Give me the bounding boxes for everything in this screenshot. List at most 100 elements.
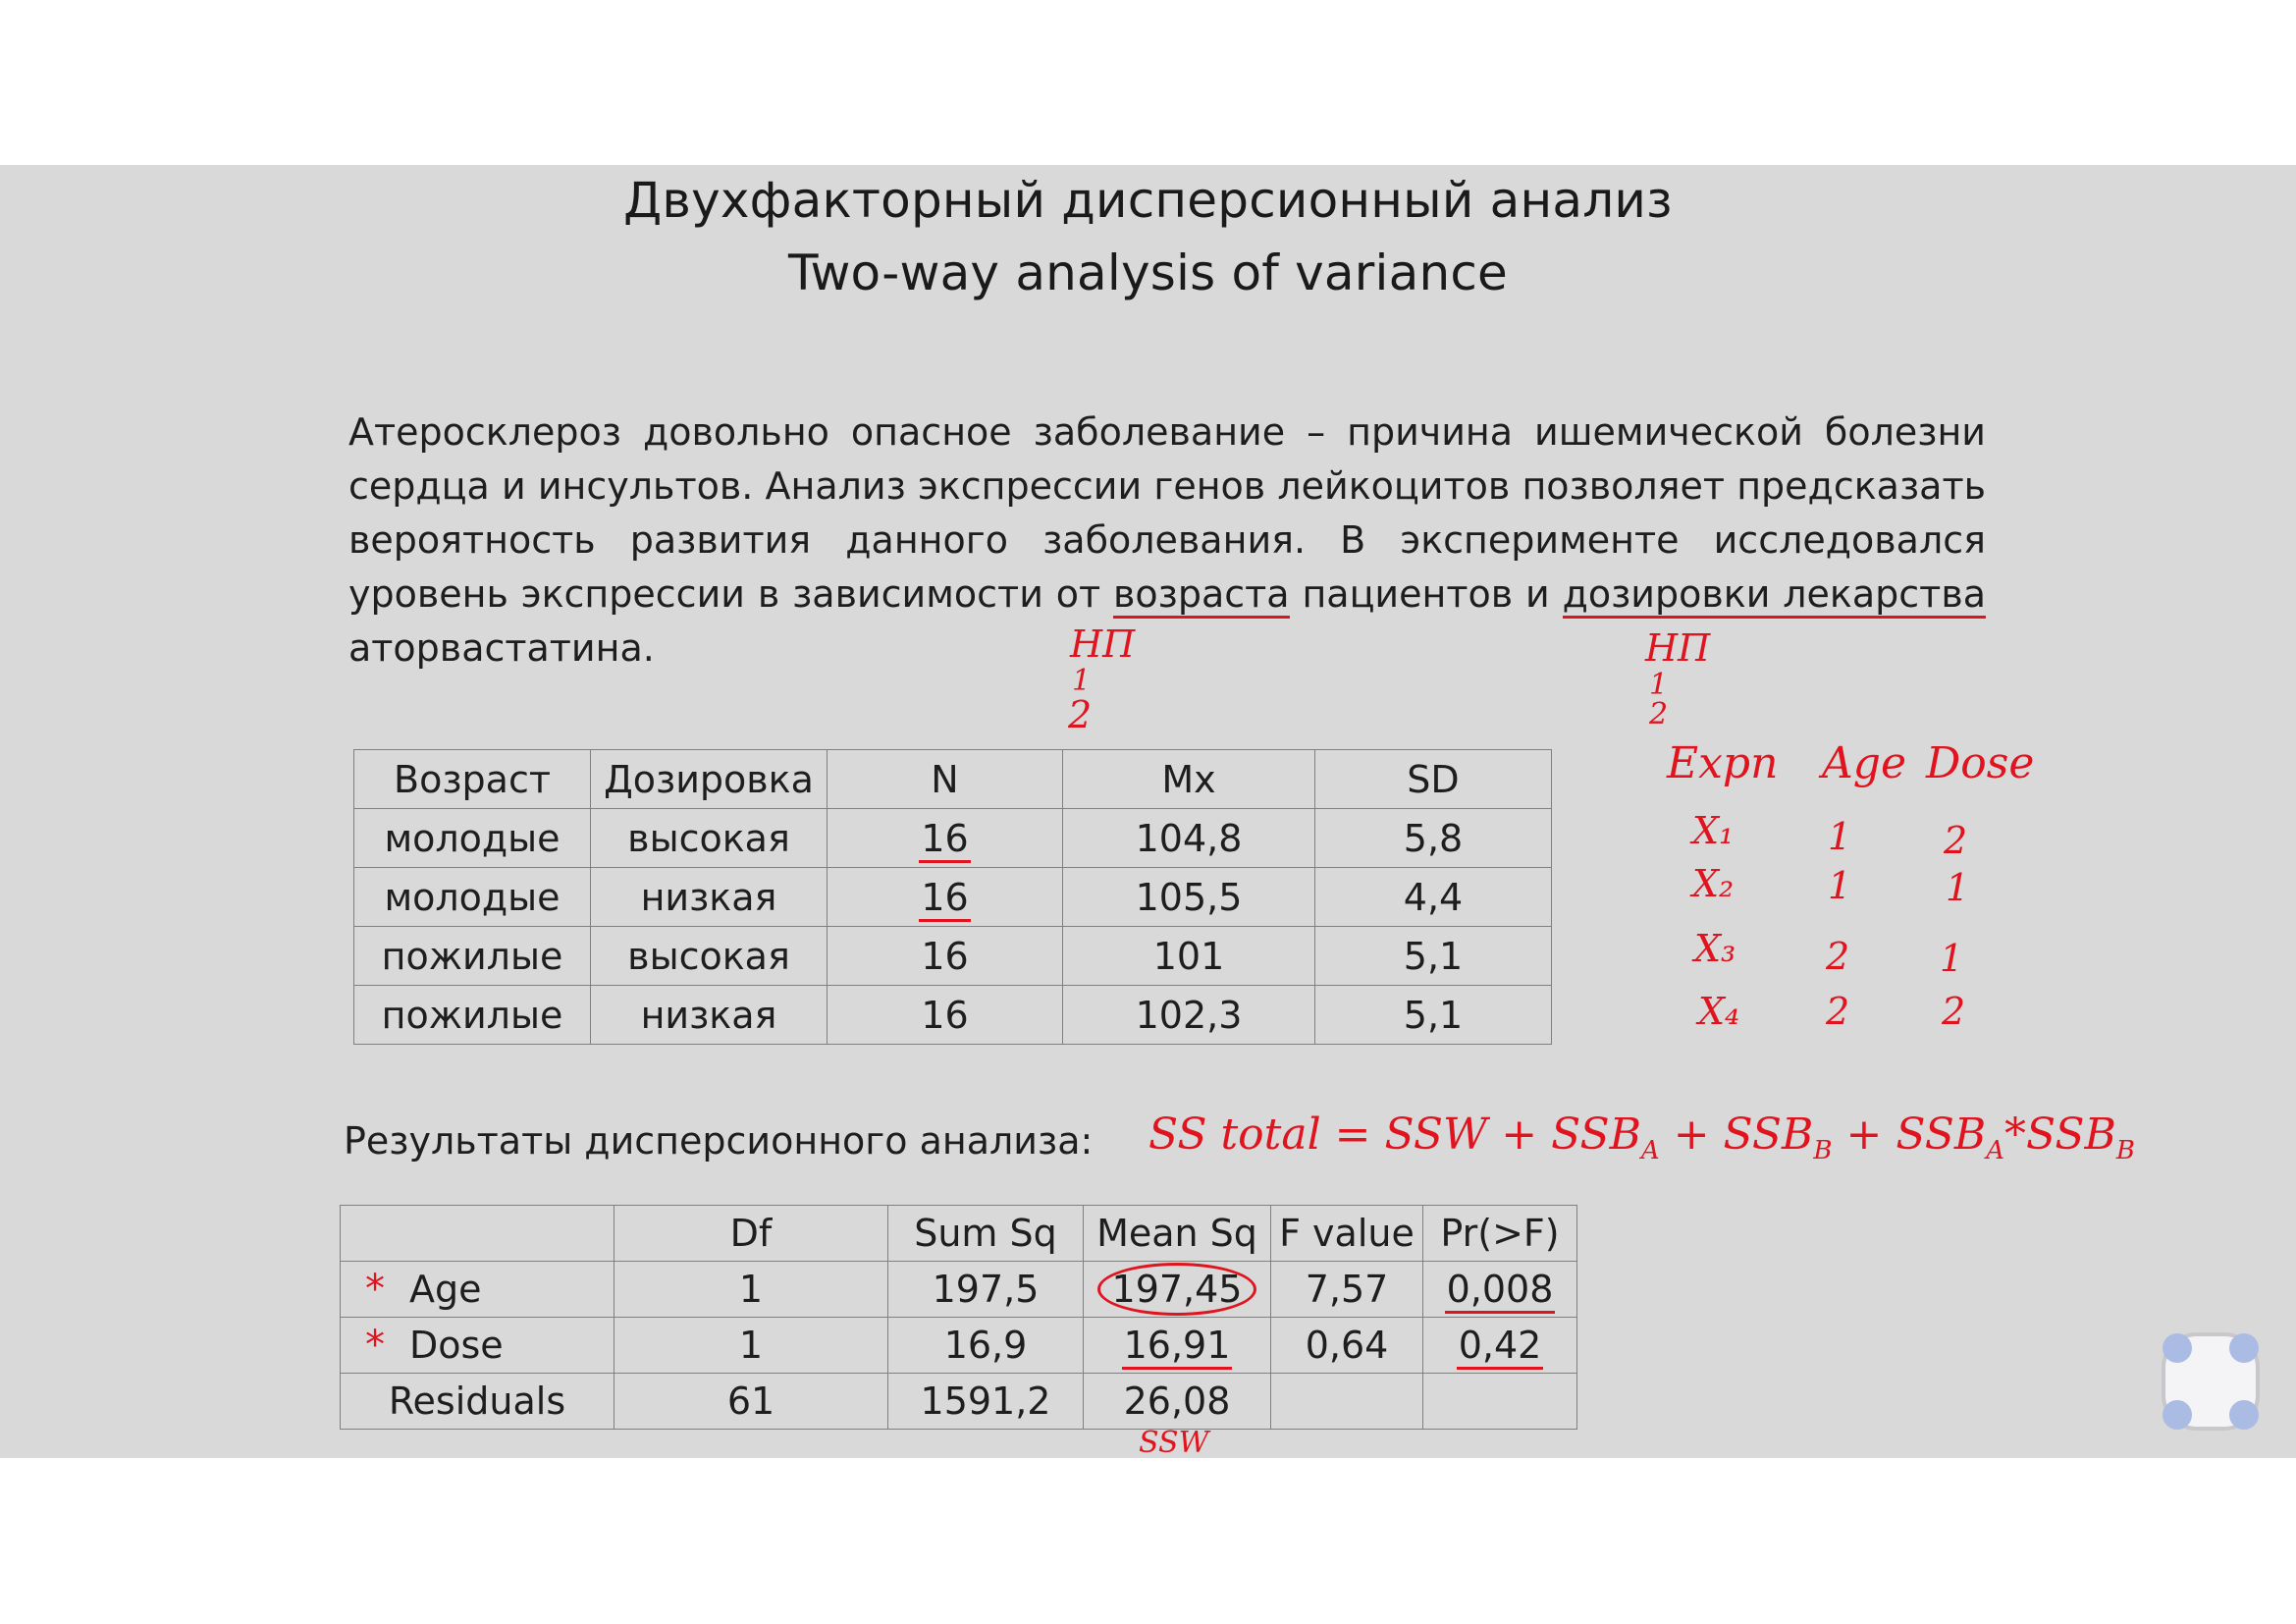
cell-dose: высокая (590, 808, 828, 868)
header-cell: SD (1314, 749, 1552, 809)
header-cell: F value (1270, 1205, 1423, 1262)
row-label-dose: * Dose (340, 1317, 614, 1374)
table-row: молодые высокая 16 104,8 5,8 (353, 808, 1552, 868)
cell-n: 16 (827, 808, 1063, 868)
asterisk-mark: * (362, 1323, 388, 1368)
table-row: Residuals 61 1591,2 26,08 (340, 1373, 1577, 1430)
cell-fvalue: 7,57 (1270, 1261, 1423, 1318)
design-x3: X₃ (1694, 927, 1736, 970)
cell-sumsq: 16,9 (887, 1317, 1084, 1374)
intro-paragraph: Атеросклероз довольно опасное заболевани… (348, 406, 1986, 676)
cell-dose: низкая (590, 867, 828, 927)
slide-title-ru: Двухфакторный дисперсионный анализ (623, 172, 1673, 229)
ss-formula: SS total = SSW + SSBA + SSBB + SSBA*SSBB (1148, 1110, 2135, 1165)
header-cell: Sum Sq (887, 1205, 1084, 1262)
design-x1-dose: 2 (1944, 819, 1968, 862)
cell-mx: 105,5 (1062, 867, 1315, 927)
header-cell: Возраст (353, 749, 591, 809)
age-word-underlined: возраста (1113, 572, 1290, 619)
header-cell: Дозировка (590, 749, 828, 809)
design-header-dose: Dose (1926, 738, 2035, 788)
ss-formula-part: SSB (2025, 1110, 2116, 1160)
cell-age: пожилые (353, 926, 591, 986)
design-header-age: Age (1822, 738, 1906, 788)
asterisk-mark: * (362, 1267, 388, 1312)
table-row: пожилые низкая 16 102,3 5,1 (353, 985, 1552, 1045)
ss-formula-sub: A (1986, 1135, 2004, 1165)
table-header-row: Возраст Дозировка N Mx SD (353, 749, 1552, 809)
table-header-row: Df Sum Sq Mean Sq F value Pr(>F) (340, 1205, 1577, 1262)
cell-df: 61 (614, 1373, 888, 1430)
pvalue-underlined: 0,42 (1456, 1324, 1544, 1370)
header-cell: N (827, 749, 1063, 809)
cell-dose: высокая (590, 926, 828, 986)
cell-df: 1 (614, 1261, 888, 1318)
cell-sd: 4,4 (1314, 867, 1552, 927)
header-cell (340, 1205, 614, 1262)
ssw-note: SSW (1139, 1426, 1209, 1460)
np-age-note: НП (1070, 623, 1136, 666)
n-value-underlined: 16 (919, 875, 971, 922)
cell-meansq: 197,45 (1083, 1261, 1271, 1318)
cell-pvalue: 0,008 (1422, 1261, 1577, 1318)
design-x2: X₂ (1692, 862, 1735, 905)
cell-mx: 104,8 (1062, 808, 1315, 868)
pvalue-underlined: 0,008 (1444, 1268, 1556, 1314)
ss-formula-sub: B (2115, 1135, 2135, 1165)
cell-n: 16 (827, 985, 1063, 1045)
meansq-circled: 197,45 (1096, 1263, 1257, 1316)
np-age-level-2: 2 (1068, 693, 1093, 736)
descriptive-stats-table: Возраст Дозировка N Mx SD молодые высока… (353, 749, 1552, 1045)
results-heading: Результаты дисперсионного анализа: (344, 1119, 1094, 1163)
cell-df: 1 (614, 1317, 888, 1374)
design-x3-dose: 1 (1940, 937, 1964, 980)
cell-age: пожилые (353, 985, 591, 1045)
ss-formula-sub: A (1640, 1135, 1660, 1165)
header-cell: Pr(>F) (1422, 1205, 1577, 1262)
four-dots-control-icon[interactable] (2156, 1326, 2266, 1436)
row-label-text: Age (409, 1268, 482, 1311)
table-row: * Dose 1 16,9 16,91 0,64 0,42 (340, 1317, 1577, 1374)
header-cell: Mx (1062, 749, 1315, 809)
table-row: пожилые высокая 16 101 5,1 (353, 926, 1552, 986)
n-value-underlined: 16 (919, 816, 971, 863)
ss-formula-sub: B (1813, 1135, 1833, 1165)
cell-pvalue: 0,42 (1422, 1317, 1577, 1374)
table-row: * Age 1 197,5 197,45 7,57 0,008 (340, 1261, 1577, 1318)
design-x4-dose: 2 (1942, 990, 1966, 1033)
cell-sd: 5,1 (1314, 985, 1552, 1045)
cell-sd: 5,1 (1314, 926, 1552, 986)
paragraph-text-3: аторвастатина. (348, 626, 655, 670)
cell-sd: 5,8 (1314, 808, 1552, 868)
paragraph-text-1: Атеросклероз довольно опасное заболевани… (348, 410, 1986, 616)
cell-sumsq: 1591,2 (887, 1373, 1084, 1430)
cell-age: молодые (353, 867, 591, 927)
design-x4-age: 2 (1826, 990, 1850, 1033)
cell-mx: 102,3 (1062, 985, 1315, 1045)
np-dose-level-1: 1 (1649, 668, 1669, 702)
ss-formula-part: SS total = SSW + SSB (1148, 1110, 1641, 1160)
cell-meansq: 16,91 (1083, 1317, 1271, 1374)
ss-formula-part: + SSB (1832, 1110, 1987, 1160)
design-x2-dose: 1 (1946, 866, 1970, 909)
cell-n: 16 (827, 926, 1063, 986)
row-label-text: Dose (409, 1324, 504, 1367)
cell-sumsq: 197,5 (887, 1261, 1084, 1318)
table-row: молодые низкая 16 105,5 4,4 (353, 867, 1552, 927)
anova-table: Df Sum Sq Mean Sq F value Pr(>F) * Age 1 … (340, 1205, 1577, 1430)
meansq-underlined: 16,91 (1121, 1324, 1233, 1370)
slide-title-en: Two-way analysis of variance (787, 244, 1509, 301)
np-age-level-1: 1 (1072, 664, 1092, 698)
ss-formula-part: + SSB (1659, 1110, 1814, 1160)
design-header-expn: Expn (1667, 738, 1779, 788)
cell-meansq: 26,08 (1083, 1373, 1271, 1430)
row-label-age: * Age (340, 1261, 614, 1318)
cell-fvalue (1270, 1373, 1423, 1430)
design-x1: X₁ (1692, 809, 1735, 852)
cell-dose: низкая (590, 985, 828, 1045)
np-dose-level-2: 2 (1649, 697, 1669, 731)
design-x1-age: 1 (1828, 815, 1852, 858)
cell-fvalue: 0,64 (1270, 1317, 1423, 1374)
dose-words-underlined: дозировки лекарства (1562, 572, 1986, 619)
paragraph-text-2: пациентов и (1289, 572, 1563, 616)
